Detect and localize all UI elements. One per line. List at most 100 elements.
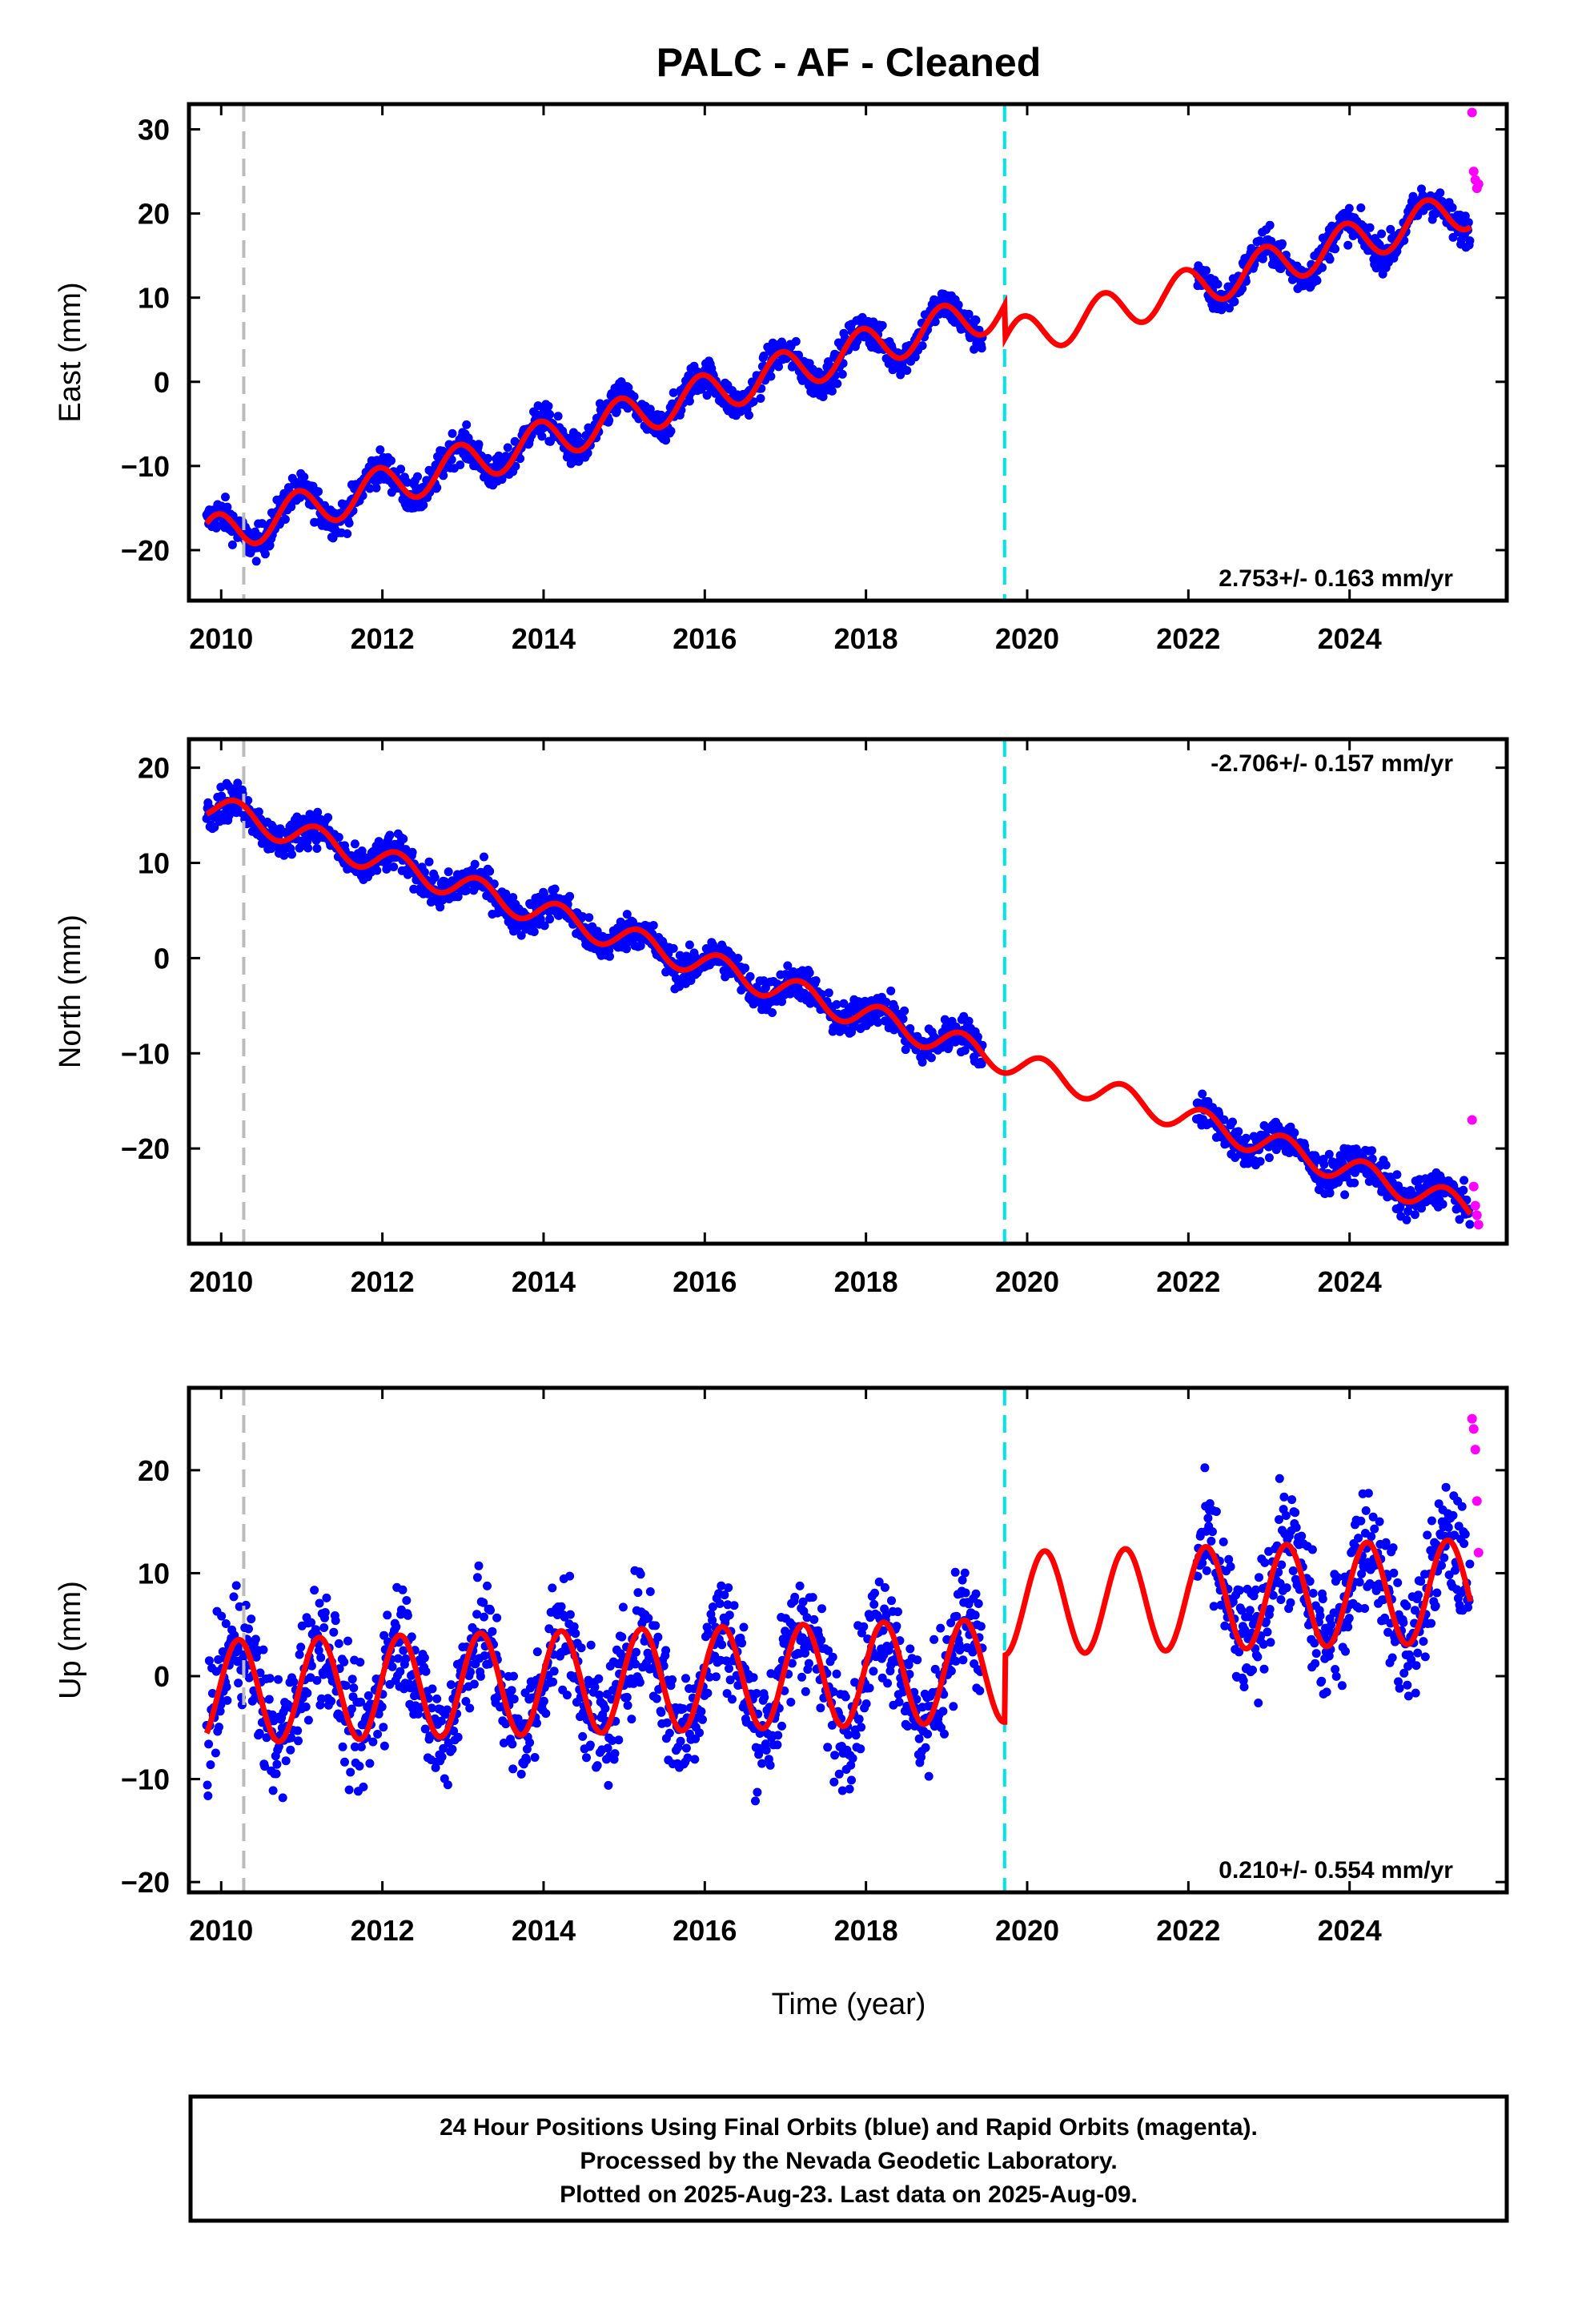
final-orbit-point <box>847 1775 856 1785</box>
final-orbit-point <box>439 471 448 480</box>
final-orbit-point <box>485 866 495 876</box>
final-orbit-point <box>544 401 553 411</box>
final-orbit-point <box>398 1585 408 1594</box>
final-orbit-point <box>612 407 621 416</box>
final-orbit-point <box>286 1745 295 1755</box>
north-rate-label: -2.706+/- 0.157 mm/yr <box>1211 750 1453 777</box>
final-orbit-point <box>1363 1489 1373 1498</box>
final-orbit-point <box>1207 1536 1216 1546</box>
final-orbit-point <box>511 461 520 471</box>
final-orbit-point <box>668 1675 677 1684</box>
x-tick-label: 2012 <box>351 622 415 655</box>
final-orbit-point <box>1327 1620 1336 1630</box>
final-orbit-point <box>1381 1538 1391 1547</box>
final-orbit-point <box>389 862 399 871</box>
final-orbit-point <box>737 1638 747 1648</box>
final-orbit-point <box>278 1793 287 1803</box>
final-orbit-point <box>661 1646 671 1655</box>
final-orbit-point <box>532 1647 542 1657</box>
final-orbit-point <box>1279 1492 1289 1502</box>
final-orbit-point <box>1413 1648 1423 1658</box>
up-panel: 2010 2012 2014 2016 2018 2020 2022 2024−20−1001… <box>54 1385 1509 2021</box>
final-orbit-point <box>583 448 592 458</box>
final-orbit-point <box>645 1587 655 1596</box>
final-orbit-point <box>795 1581 805 1590</box>
final-orbit-point <box>383 1610 392 1620</box>
x-tick-label: 2010 <box>189 1265 253 1298</box>
final-orbit-point <box>247 1614 256 1624</box>
final-orbit-point <box>421 1667 431 1676</box>
final-orbit-point <box>828 1652 837 1662</box>
final-orbit-point <box>379 1723 388 1732</box>
x-tick-label: 2018 <box>834 1265 898 1298</box>
final-orbit-point <box>327 1696 336 1706</box>
final-orbit-point <box>545 915 555 924</box>
final-orbit-point <box>1266 1638 1275 1647</box>
final-orbit-point <box>456 460 465 469</box>
final-orbit-point <box>447 455 456 464</box>
final-orbit-point <box>961 1588 970 1598</box>
final-orbit-point <box>221 493 230 502</box>
final-orbit-point <box>681 1674 690 1683</box>
final-orbit-point <box>1350 1178 1359 1188</box>
final-orbit-point <box>894 1697 904 1707</box>
final-orbit-point <box>1234 1127 1243 1136</box>
final-orbit-point <box>1465 236 1475 246</box>
final-orbit-point <box>516 454 525 464</box>
east-final-points <box>202 184 1475 566</box>
final-orbit-point <box>346 1767 355 1777</box>
final-orbit-point <box>877 320 887 330</box>
final-orbit-point <box>310 1586 319 1595</box>
final-orbit-point <box>1356 203 1366 212</box>
final-orbit-point <box>420 1653 429 1663</box>
final-orbit-point <box>818 392 828 401</box>
final-orbit-point <box>539 1696 548 1706</box>
final-orbit-point <box>702 391 712 400</box>
final-orbit-point <box>582 1753 591 1763</box>
final-orbit-point <box>1312 275 1322 285</box>
final-orbit-point <box>234 1679 243 1688</box>
final-orbit-point <box>402 1596 412 1605</box>
final-orbit-point <box>971 1589 981 1598</box>
final-orbit-point <box>359 1782 368 1791</box>
final-orbit-point <box>1211 1507 1221 1516</box>
final-orbit-point <box>745 411 753 420</box>
final-orbit-point <box>880 1582 889 1592</box>
final-orbit-point <box>827 386 837 396</box>
final-orbit-point <box>509 1695 519 1704</box>
final-orbit-point <box>446 1680 456 1690</box>
final-orbit-point <box>508 1739 517 1749</box>
final-orbit-point <box>379 1741 389 1751</box>
final-orbit-point <box>355 1658 365 1667</box>
final-orbit-point <box>913 1655 922 1665</box>
final-orbit-point <box>365 1759 375 1768</box>
final-orbit-point <box>1367 1532 1376 1542</box>
final-orbit-point <box>1344 203 1354 213</box>
final-orbit-point <box>1291 1522 1301 1532</box>
final-orbit-point <box>355 1761 364 1771</box>
final-orbit-point <box>844 1730 853 1739</box>
final-orbit-point <box>344 518 354 528</box>
final-orbit-point <box>805 968 814 978</box>
y-tick-label: 0 <box>154 366 170 399</box>
final-orbit-point <box>1419 1637 1428 1647</box>
final-orbit-point <box>817 1604 826 1614</box>
final-orbit-point <box>314 487 323 497</box>
final-orbit-point <box>1437 1561 1446 1570</box>
final-orbit-point <box>1202 1566 1211 1575</box>
final-orbit-point <box>739 1622 749 1632</box>
rapid-orbit-point <box>1473 179 1484 189</box>
final-orbit-point <box>695 1728 704 1738</box>
final-orbit-point <box>964 309 974 319</box>
final-orbit-point <box>869 1599 879 1609</box>
final-orbit-point <box>681 1743 691 1753</box>
final-orbit-point <box>462 420 472 429</box>
final-orbit-point <box>295 1650 304 1659</box>
final-orbit-point <box>553 412 563 421</box>
final-orbit-point <box>958 1655 968 1665</box>
final-orbit-point <box>343 1636 352 1646</box>
final-orbit-point <box>343 529 352 538</box>
x-tick-label: 2024 <box>1318 622 1382 655</box>
final-orbit-point <box>685 940 694 950</box>
final-orbit-point <box>391 1622 401 1631</box>
